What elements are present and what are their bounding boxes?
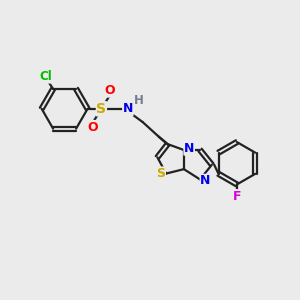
Text: F: F	[232, 190, 241, 203]
Text: O: O	[104, 84, 115, 97]
Text: S: S	[96, 102, 106, 116]
Text: Cl: Cl	[39, 70, 52, 83]
Text: S: S	[156, 167, 165, 180]
Text: N: N	[200, 174, 211, 188]
Text: H: H	[134, 94, 144, 107]
Text: N: N	[123, 102, 133, 115]
Text: O: O	[88, 121, 98, 134]
Text: N: N	[184, 142, 194, 155]
